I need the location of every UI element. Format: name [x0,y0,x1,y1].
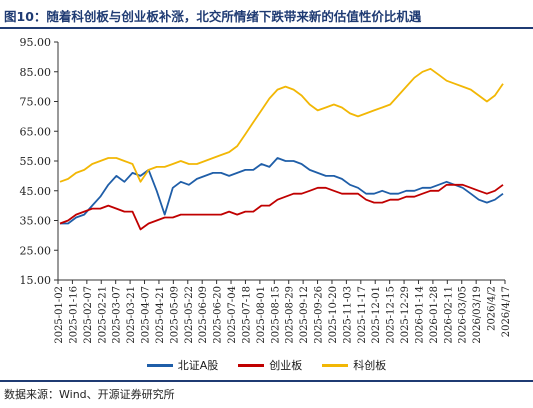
x-tick-label: 2025-12-29 [400,286,411,344]
x-tick-label: 2025-09-26 [314,286,325,344]
x-tick-label: 2026-02-11 [443,286,454,344]
x-tick-label: 2025-07-04 [227,286,238,344]
y-tick-label: 95.00 [20,36,52,49]
legend-label-chinext: 创业板 [269,359,303,372]
x-tick-label: 2025-01-16 [68,286,79,344]
legend-item-bse: 北证A股 [146,357,219,373]
legend-label-star: 科创板 [353,359,387,372]
legend-swatch-bse [146,363,173,367]
series-chinext-line [59,183,504,231]
figure-title: 图10：随着科创板与创业板补涨，北交所情绪下跌带来新的估值性价比机遇 [4,9,422,24]
x-tick-label: 2025-01-02 [54,286,65,344]
y-tick-label: 25.00 [20,244,52,257]
x-tick-label: 2026/4/17 [501,286,512,337]
x-tick-label: 2025-07-18 [241,286,252,344]
x-tick-label: 2025-10-20 [328,286,339,344]
y-tick-label: 45.00 [20,185,52,198]
x-tick-label: 2026-01-14 [414,286,425,344]
x-tick-label: 2025-08-29 [285,286,296,344]
title-rule [0,27,533,29]
legend-swatch-star [322,363,349,367]
x-tick-label: 2026/4/2 [487,286,498,331]
legend-swatch-chinext [238,363,265,367]
x-tick-label: 2025-12-01 [371,286,382,344]
x-tick-label: 2025-08-01 [256,286,267,344]
x-tick-label: 2026/03/19 [472,286,483,344]
y-tick-label: 55.00 [20,155,52,168]
legend-item-star: 科创板 [322,357,386,373]
y-tick-label: 75.00 [20,96,52,109]
series-star-line [59,67,504,183]
x-tick-label: 2025-11-03 [342,286,353,344]
legend: 北证A股 创业板 科创板 [0,357,533,373]
x-tick-label: 2025-04-07 [141,286,152,344]
x-tick-label: 2025-12-15 [386,286,397,344]
x-tick-label: 2026-03/05 [458,286,469,344]
x-tick-label: 2025-05-09 [169,286,180,344]
x-tick-label: 2025-09-12 [299,286,310,344]
legend-label-bse: 北证A股 [177,359,219,372]
legend-item-chinext: 创业板 [238,357,302,373]
x-tick-label: 2025-03-21 [126,286,137,344]
x-tick-label: 2025-08-15 [270,286,281,344]
y-tick-label: 35.00 [20,215,52,228]
x-tick-label: 2025-02-07 [83,286,94,344]
x-tick-label: 2025-03-07 [112,286,123,344]
x-tick-label: 2025-04-21 [155,286,166,344]
x-tick-label: 2025-06-20 [213,286,224,344]
x-tick-label: 2026-01-28 [429,286,440,344]
x-tick-label: 2025-05-22 [184,286,195,344]
y-tick-label: 15.00 [20,274,52,287]
bottom-rule [0,380,533,382]
y-tick-label: 85.00 [20,66,52,79]
source-note: 数据来源：Wind、开源证券研究所 [4,388,175,401]
x-tick-label: 2025-06-09 [198,286,209,344]
y-tick-label: 65.00 [20,125,52,138]
series-bse-line [60,157,504,225]
x-tick-label: 2025-02-21 [97,286,108,344]
line-chart: 15.00 25.00 35.00 45.00 55.00 65.00 75.00 85.00… [20,36,513,344]
x-tick-label: 2025-11-17 [357,286,368,344]
